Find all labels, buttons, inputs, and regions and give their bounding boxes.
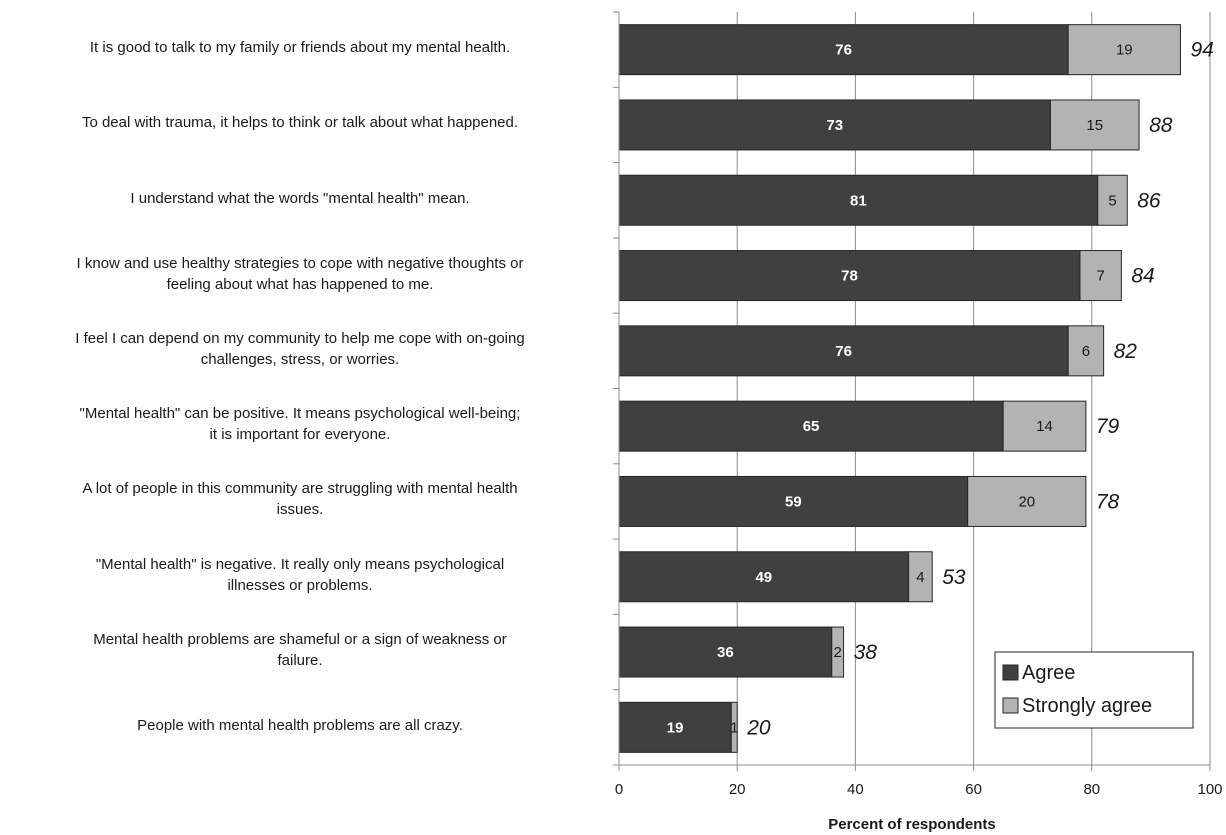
x-tick-label-20: 20 <box>729 781 746 798</box>
x-tick-label-80: 80 <box>1083 781 1100 798</box>
category-label-line: issues. <box>276 501 324 519</box>
data-label-agree-3: 78 <box>841 268 858 285</box>
bar-strongly-agree-0 <box>1067 24 1181 76</box>
category-label-line: feeling about what has happened to me. <box>166 275 434 293</box>
bar-strongly-agree-7 <box>908 551 933 603</box>
category-label-line: failure. <box>277 652 323 670</box>
bar-agree-9 <box>618 701 732 753</box>
category-label-line: Mental health problems are shameful or a… <box>93 631 507 649</box>
x-tick-labels: 0 20 40 60 80 100 <box>615 781 1223 798</box>
category-label-line: I know and use healthy strategies to cop… <box>76 254 524 272</box>
category-label-line: I feel I can depend on my community to h… <box>75 329 525 347</box>
category-label-line: To deal with trauma, it helps to think o… <box>81 114 519 132</box>
data-label-strongly-agree-5: 14 <box>1036 418 1053 435</box>
bar-agree-3 <box>618 250 1081 302</box>
category-label-line: "Mental health" is negative. It really o… <box>95 555 505 573</box>
bar-strongly-agree-4 <box>1067 325 1105 377</box>
data-label-agree-0: 76 <box>835 42 852 59</box>
total-label-3: 84 <box>1131 265 1154 288</box>
category-label-4: I feel I can depend on my community to h… <box>0 328 600 370</box>
total-label-4: 82 <box>1114 340 1138 363</box>
bar-agree-5 <box>618 400 1004 452</box>
category-label-line: it is important for everyone. <box>209 426 391 444</box>
x-tick-label-0: 0 <box>615 781 623 798</box>
data-label-strongly-agree-3: 7 <box>1096 268 1104 285</box>
data-label-agree-5: 65 <box>803 418 820 435</box>
legend-swatch-0 <box>1002 664 1019 681</box>
total-label-8: 38 <box>854 641 878 664</box>
data-label-strongly-agree-4: 6 <box>1082 343 1090 360</box>
data-label-agree-9: 19 <box>667 719 684 736</box>
bar-strongly-agree-3 <box>1079 250 1122 302</box>
data-label-agree-6: 59 <box>785 493 802 510</box>
legend-label-1: Strongly agree <box>1022 695 1152 717</box>
total-label-7: 53 <box>942 566 966 589</box>
bar-strongly-agree-6 <box>967 475 1087 527</box>
category-label-1: To deal with trauma, it helps to think o… <box>0 112 600 133</box>
data-label-strongly-agree-2: 5 <box>1108 192 1116 209</box>
bar-agree-7 <box>618 551 910 603</box>
category-label-line: A lot of people in this community are st… <box>82 480 518 498</box>
category-label-7: "Mental health" is negative. It really o… <box>0 554 600 596</box>
category-label-line: illnesses or problems. <box>227 576 373 594</box>
total-label-9: 20 <box>746 716 771 739</box>
category-label-line: I understand what the words "mental heal… <box>130 189 470 207</box>
total-label-6: 78 <box>1096 490 1120 513</box>
data-label-strongly-agree-9: 1 <box>730 719 738 736</box>
data-label-strongly-agree-8: 2 <box>833 644 841 661</box>
legend: Agree Strongly agree <box>994 651 1194 729</box>
data-label-strongly-agree-6: 20 <box>1018 493 1035 510</box>
legend-swatch-1 <box>1002 697 1019 714</box>
bar-strongly-agree-2 <box>1097 174 1128 226</box>
data-label-strongly-agree-1: 15 <box>1086 117 1103 134</box>
category-label-9: People with mental health problems are a… <box>0 715 600 736</box>
bar-strongly-agree-8 <box>831 626 845 678</box>
category-label-line: People with mental health problems are a… <box>137 716 463 734</box>
category-label-line: It is good to talk to my family or frien… <box>89 39 511 57</box>
data-label-agree-8: 36 <box>717 644 734 661</box>
bar-strongly-agree-5 <box>1002 400 1087 452</box>
legend-box <box>994 651 1194 729</box>
data-label-agree-1: 73 <box>826 117 843 134</box>
data-label-agree-2: 81 <box>850 192 867 209</box>
x-tick-label-60: 60 <box>965 781 982 798</box>
bar-agree-6 <box>618 475 969 527</box>
total-label-5: 79 <box>1096 415 1120 438</box>
category-label-5: "Mental health" can be positive. It mean… <box>0 403 600 445</box>
category-label-2: I understand what the words "mental heal… <box>0 188 600 209</box>
category-label-6: A lot of people in this community are st… <box>0 478 600 520</box>
total-label-2: 86 <box>1137 189 1161 212</box>
bar-agree-8 <box>618 626 833 678</box>
data-label-strongly-agree-7: 4 <box>916 569 924 586</box>
axes <box>613 11 1211 771</box>
category-label-3: I know and use healthy strategies to cop… <box>0 253 600 295</box>
category-label-0: It is good to talk to my family or frien… <box>0 37 600 58</box>
data-label-agree-7: 49 <box>755 569 772 586</box>
bar-agree-2 <box>618 174 1099 226</box>
x-tick-label-40: 40 <box>847 781 864 798</box>
bar-agree-0 <box>618 24 1069 76</box>
x-tick-label-100: 100 <box>1197 781 1222 798</box>
category-label-line: challenges, stress, or worries. <box>200 350 400 368</box>
category-label-line: "Mental health" can be positive. It mean… <box>79 405 521 423</box>
category-label-8: Mental health problems are shameful or a… <box>0 629 600 671</box>
data-label-agree-4: 76 <box>835 343 852 360</box>
total-label-1: 88 <box>1149 114 1173 137</box>
x-axis-label: Percent of respondents <box>828 816 996 833</box>
data-label-strongly-agree-0: 19 <box>1116 42 1133 59</box>
bar-strongly-agree-9 <box>730 701 738 753</box>
legend-label-0: Agree <box>1022 662 1075 684</box>
bar-strongly-agree-1 <box>1049 99 1140 151</box>
total-label-0: 94 <box>1190 39 1213 62</box>
